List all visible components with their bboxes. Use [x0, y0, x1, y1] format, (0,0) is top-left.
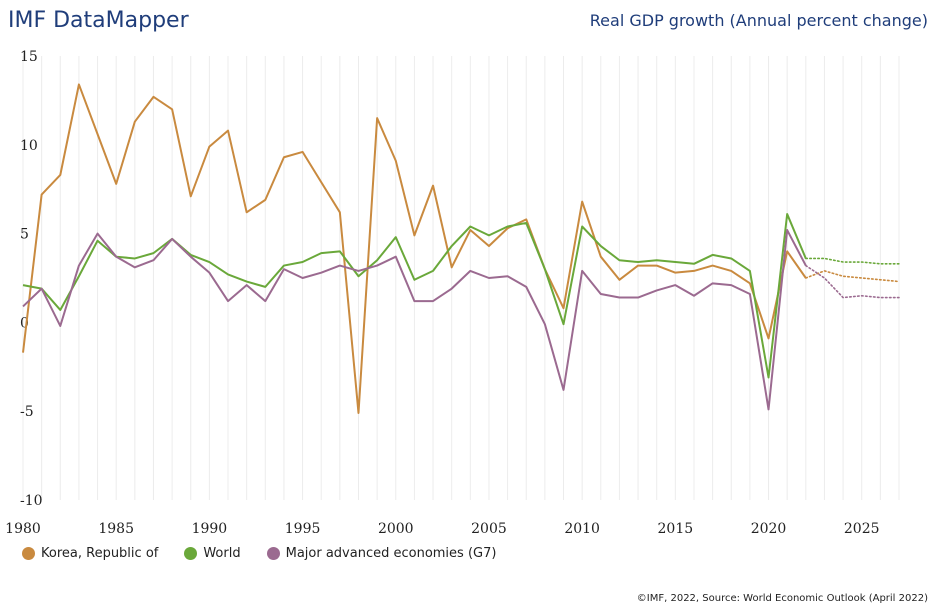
- x-tick-label: 2025: [844, 521, 880, 537]
- y-tick-label: -5: [20, 404, 34, 420]
- x-tick-label: 2000: [378, 521, 414, 537]
- y-tick-label: 0: [20, 315, 29, 331]
- legend-swatch-korea: [22, 547, 35, 560]
- legend-swatch-world: [184, 547, 198, 560]
- series-projection-2: [805, 264, 900, 299]
- legend-label-g7: Major advanced economies (G7): [285, 546, 497, 561]
- indicator-title: Real GDP growth (Annual percent change): [589, 11, 928, 30]
- x-tick-label: 2005: [471, 521, 507, 537]
- legend-item-world[interactable]: World: [184, 546, 241, 561]
- series-projection-0: [805, 270, 900, 283]
- chart-legend: Korea, Republic of World Major advanced …: [22, 546, 496, 561]
- x-tick-label: 2015: [658, 521, 694, 537]
- legend-label-world: World: [203, 546, 241, 561]
- x-tick-label: 2020: [751, 521, 787, 537]
- y-tick-label: 15: [20, 49, 38, 65]
- brand-title: IMF DataMapper: [8, 8, 189, 33]
- series-line-2: [22, 229, 807, 411]
- source-credit: ©IMF, 2022, Source: World Economic Outlo…: [636, 593, 928, 604]
- y-tick-label: -10: [20, 493, 43, 509]
- y-tick-label: 10: [20, 138, 38, 154]
- legend-swatch-g7: [266, 547, 280, 560]
- series-projection-1: [805, 257, 900, 265]
- series-line-0: [22, 83, 807, 414]
- legend-item-korea[interactable]: Korea, Republic of: [22, 546, 158, 561]
- x-tick-label: 1990: [192, 521, 228, 537]
- legend-item-g7[interactable]: Major advanced economies (G7): [266, 546, 497, 561]
- legend-label-korea: Korea, Republic of: [41, 546, 159, 561]
- series-line-1: [22, 213, 807, 379]
- x-tick-label: 1980: [5, 521, 41, 537]
- x-tick-label: 2010: [564, 521, 600, 537]
- y-tick-label: 5: [20, 227, 29, 243]
- x-tick-label: 1985: [98, 521, 134, 537]
- x-tick-label: 1995: [285, 521, 321, 537]
